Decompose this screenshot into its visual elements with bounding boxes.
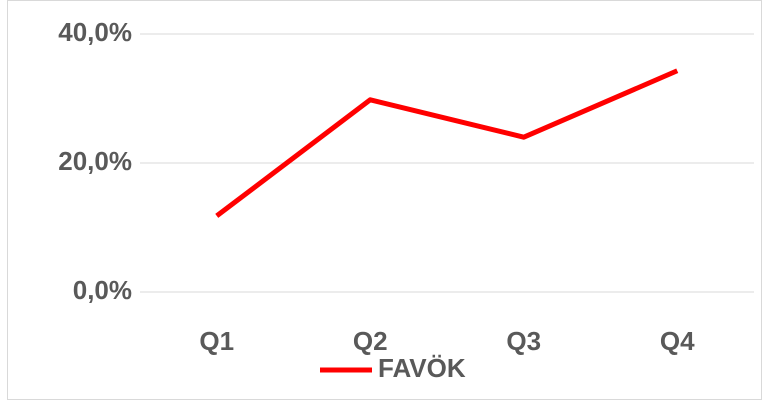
chart-border	[7, 0, 762, 400]
x-tick-label: Q2	[353, 326, 388, 356]
x-tick-label: Q1	[199, 326, 234, 356]
legend-label: FAVÖK	[378, 353, 466, 383]
y-tick-label: 20,0%	[58, 146, 132, 176]
series-line	[215, 68, 679, 218]
x-tick-label: Q4	[660, 326, 695, 356]
y-tick-label: 0,0%	[73, 275, 132, 305]
y-tick-label: 40,0%	[58, 17, 132, 47]
x-tick-label: Q3	[506, 326, 541, 356]
